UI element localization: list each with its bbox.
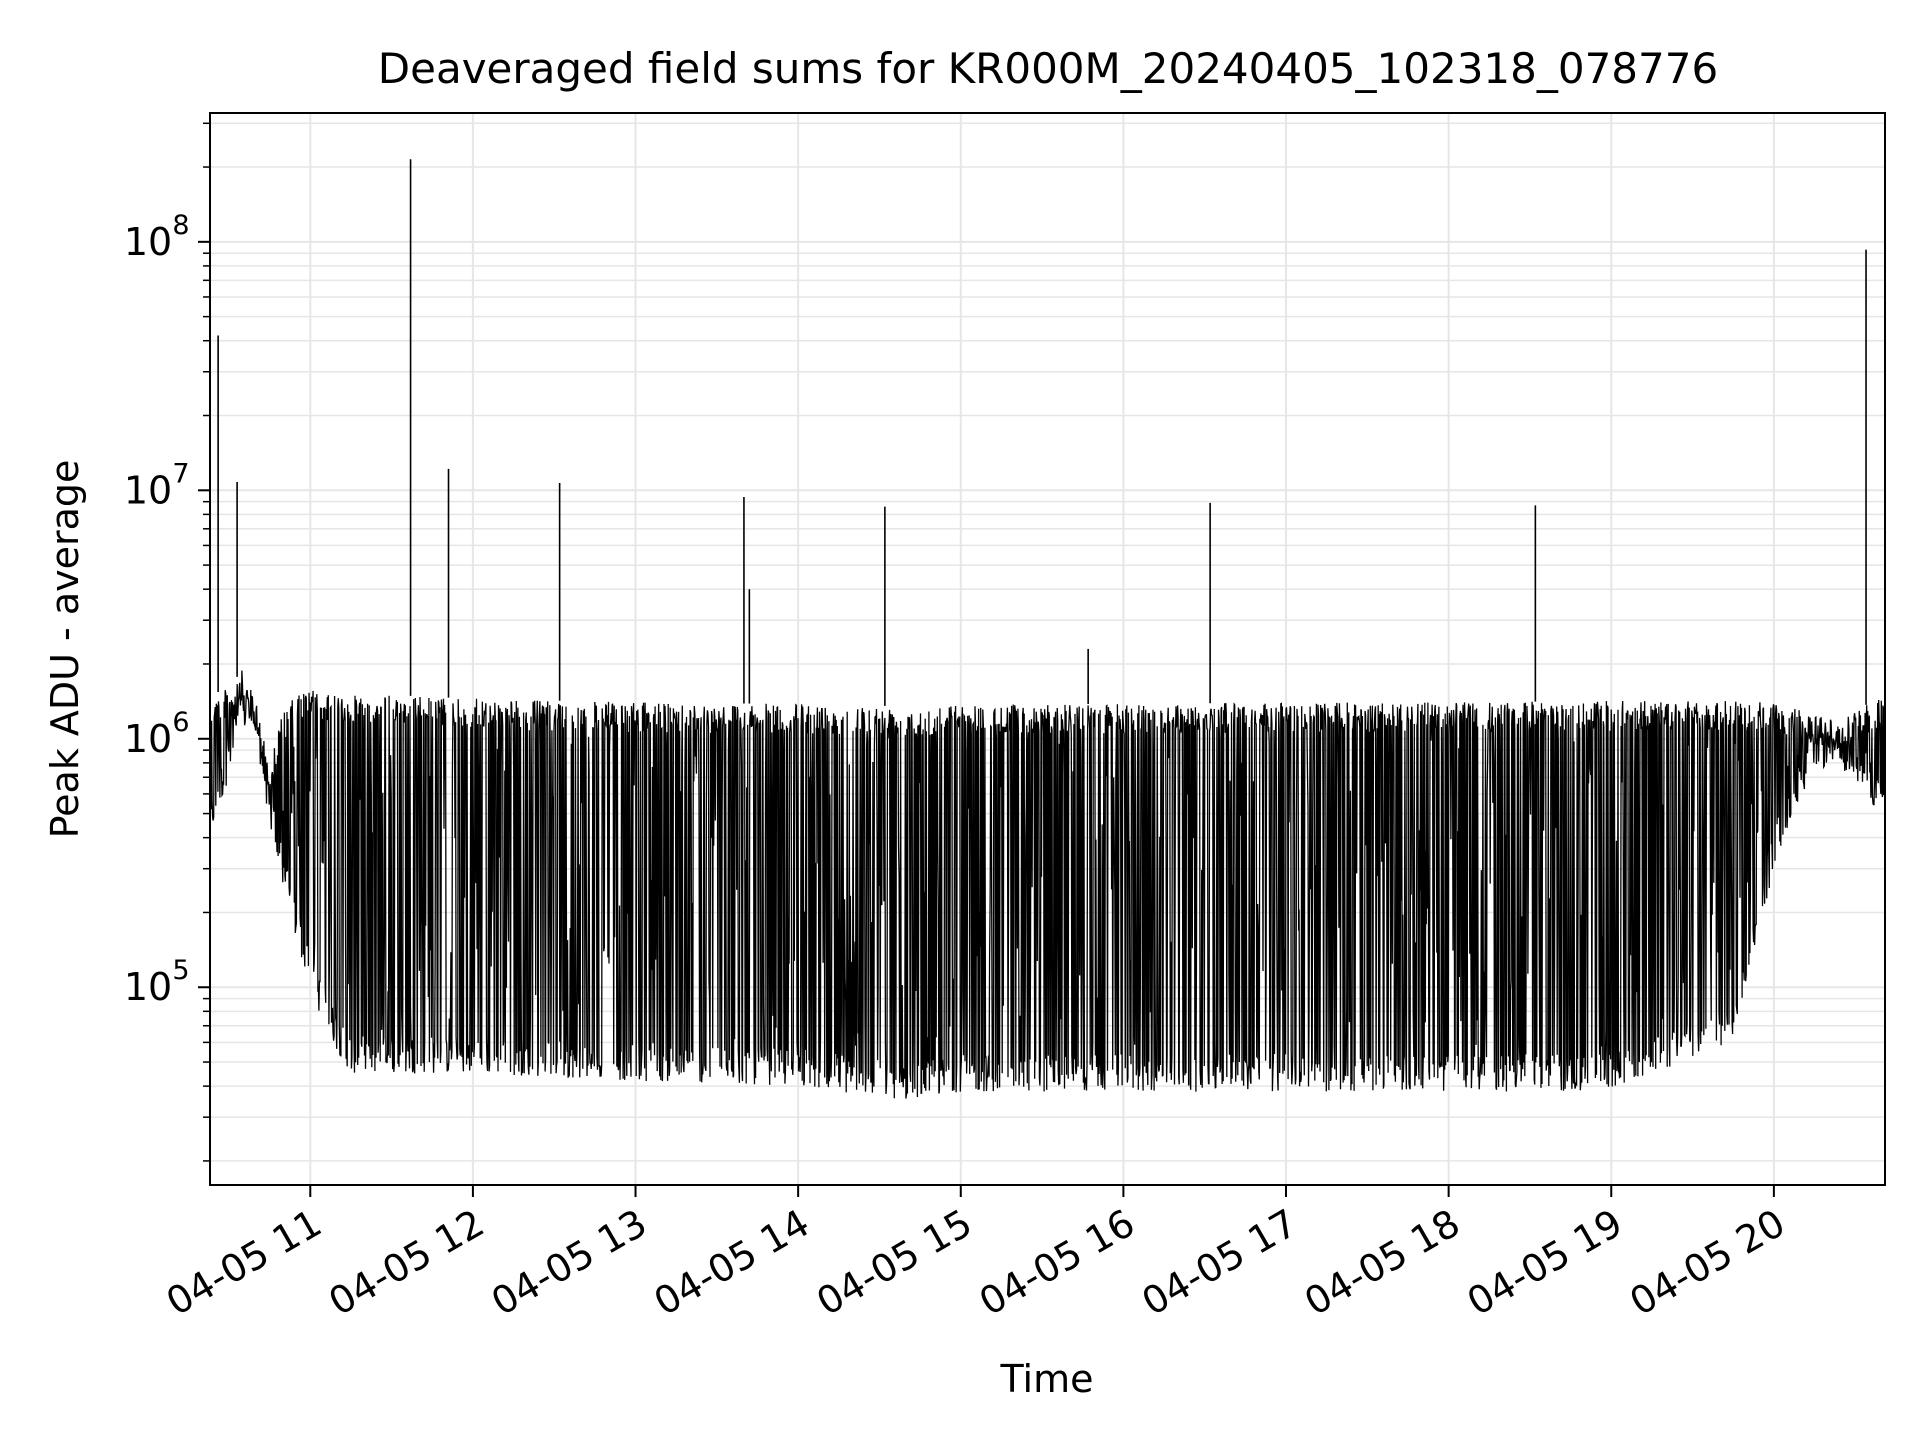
x-tick-label: 04-05 11 — [159, 1201, 329, 1325]
x-tick-label: 04-05 18 — [1297, 1201, 1467, 1325]
x-tick-label: 04-05 14 — [647, 1201, 817, 1325]
y-tick-label: 10 — [124, 965, 172, 1009]
y-axis-label: Peak ADU - average — [43, 460, 87, 839]
data-area — [209, 159, 1886, 1099]
x-tick-label: 04-05 16 — [972, 1201, 1142, 1325]
y-tick-label-exponent: 8 — [172, 210, 189, 241]
y-tick-label-exponent: 6 — [172, 707, 189, 738]
x-tick-label: 04-05 17 — [1135, 1201, 1305, 1325]
x-tick-label: 04-05 19 — [1460, 1201, 1630, 1325]
x-tick-label: 04-05 12 — [321, 1201, 491, 1325]
x-tick-label: 04-05 20 — [1622, 1201, 1792, 1325]
y-tick-label: 10 — [124, 717, 172, 761]
series-line — [209, 670, 1886, 1099]
plot-frame — [209, 112, 1886, 1186]
y-tick-label-exponent: 7 — [172, 458, 189, 489]
chart-title: Deaveraged field sums for KR000M_2024040… — [378, 44, 1718, 93]
x-axis-label: Time — [1000, 1357, 1094, 1401]
y-tick-label: 10 — [124, 468, 172, 512]
y-tick-label: 10 — [124, 220, 172, 264]
x-tick-label: 04-05 15 — [809, 1201, 979, 1325]
x-tick-label: 04-05 13 — [484, 1201, 654, 1325]
y-tick-label-exponent: 5 — [172, 955, 189, 986]
